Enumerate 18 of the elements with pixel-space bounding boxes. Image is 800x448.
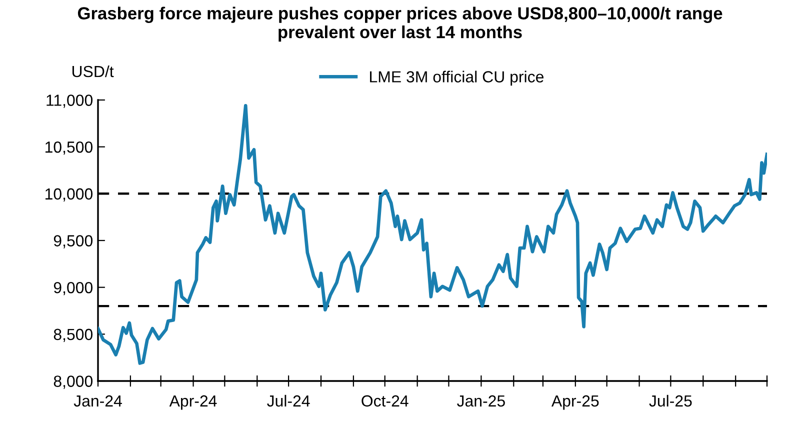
x-tick-label: Jan-24 xyxy=(74,395,122,407)
x-tick-label: Oct-24 xyxy=(362,395,408,407)
x-tick-label: Jul-24 xyxy=(267,394,310,407)
y-tick-label: 10,000 xyxy=(46,188,93,202)
y-tick-label: 8,000 xyxy=(54,376,93,389)
x-tick-label: Jul-25 xyxy=(649,394,692,407)
y-tick-label: 10,500 xyxy=(46,141,93,155)
y-tick-label: 8,500 xyxy=(54,328,93,342)
y-tick-label: 11,000 xyxy=(46,94,93,108)
x-tick-label: Apr-24 xyxy=(169,395,217,410)
line-series xyxy=(98,104,767,365)
y-tick-label: 9,500 xyxy=(54,235,93,248)
chart-title: Grasberg force majeure pushes copper prices above USD8,800–10,000/t range prevalent over last 14 months xyxy=(78,6,722,42)
y-tick-label: 9,000 xyxy=(54,282,93,296)
y-axis-title: USD/t xyxy=(72,65,114,78)
x-tick-label: Jan-25 xyxy=(457,395,505,407)
x-tick-label: Apr-25 xyxy=(551,395,599,410)
legend-label: LME 3M official CU price xyxy=(370,70,544,86)
